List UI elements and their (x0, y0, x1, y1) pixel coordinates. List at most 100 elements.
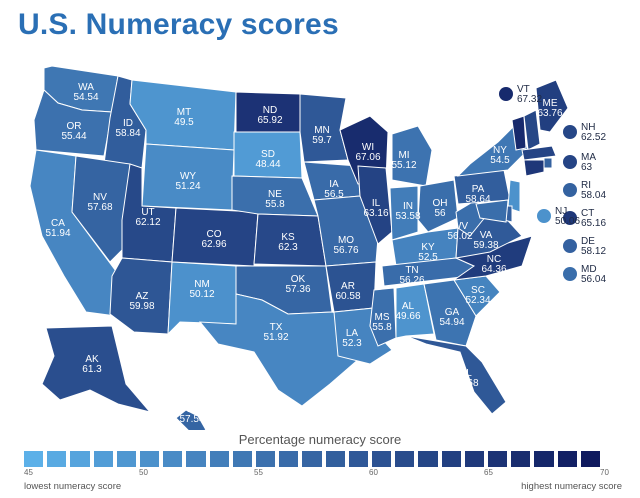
state-value-il: 63.16 (363, 208, 388, 219)
state-label-ak: AK (85, 354, 99, 365)
state-value-wv: 56.02 (447, 231, 472, 242)
legend-swatch (163, 451, 183, 467)
state-value-or: 55.44 (61, 131, 86, 142)
state-value-ut: 62.12 (135, 217, 160, 228)
legend-swatch (302, 451, 322, 467)
state-value-de: 58.12 (581, 246, 606, 257)
legend-swatch (116, 451, 137, 467)
state-label-co: CO (207, 229, 222, 240)
state-ms (369, 287, 397, 347)
state-label-hi: HI (187, 404, 197, 415)
state-value-wy: 51.24 (175, 181, 200, 192)
state-label-ia: IA (329, 179, 339, 190)
state-nh (523, 109, 541, 151)
state-label-tx: TX (270, 322, 283, 333)
state-label-mi: MI (398, 150, 409, 161)
legend-swatch (488, 451, 508, 467)
legend-swatch (93, 451, 113, 467)
state-value-ak: 61.3 (82, 364, 102, 375)
legend-tick-label: 70 (600, 468, 609, 477)
legend-swatch (464, 451, 485, 467)
state-value-ky: 52.5 (418, 252, 438, 263)
state-value-tx: 51.92 (263, 332, 288, 343)
state-label-il: IL (372, 198, 381, 209)
state-value-ri: 58.04 (581, 190, 606, 201)
state-label-ma: MA (581, 152, 596, 163)
state-label-nh: NH (581, 122, 595, 133)
legend-swatch (441, 451, 461, 467)
state-value-ks: 62.3 (278, 242, 298, 253)
state-marker-nh (563, 125, 577, 139)
state-value-mi: 55.12 (391, 160, 416, 171)
legend-swatch (24, 451, 44, 467)
state-value-sd: 48.44 (255, 159, 280, 170)
legend-swatch (279, 451, 299, 467)
state-al (395, 283, 435, 339)
legend-swatch (395, 451, 415, 467)
state-marker-nj (537, 209, 551, 223)
legend-tick-label: 55 (254, 468, 263, 477)
state-value-oh: 56 (434, 208, 446, 219)
state-ct (523, 159, 545, 177)
state-value-ms: 55.8 (372, 322, 392, 333)
state-label-sc: SC (471, 285, 485, 296)
state-marker-ma (563, 155, 577, 169)
legend-swatch (580, 451, 601, 467)
state-ri (543, 157, 553, 169)
state-value-ar: 60.58 (335, 291, 360, 302)
state-label-pa: PA (472, 184, 485, 195)
state-label-wi: WI (362, 142, 374, 153)
state-value-ca: 51.94 (45, 228, 70, 239)
state-oh (417, 179, 459, 233)
state-value-vt: 67.32 (517, 94, 542, 105)
state-label-ri: RI (581, 180, 591, 191)
legend-swatch (70, 451, 90, 467)
state-ak (41, 325, 152, 413)
state-me (535, 79, 569, 133)
state-label-ks: KS (281, 232, 295, 243)
state-value-md: 56.04 (581, 274, 606, 285)
state-value-fl: 59.68 (453, 378, 478, 389)
state-label-la: LA (346, 328, 359, 339)
legend-swatch (511, 451, 531, 467)
state-value-ma: 63 (581, 162, 593, 173)
state-value-az: 59.98 (129, 301, 154, 312)
state-marker-ri (563, 183, 577, 197)
state-vt (511, 115, 527, 151)
state-value-ct: 65.16 (581, 218, 606, 229)
state-value-nh: 62.52 (581, 132, 606, 143)
state-value-id: 58.84 (115, 128, 140, 139)
state-label-mn: MN (314, 125, 330, 136)
state-label-mo: MO (338, 235, 354, 246)
legend-swatch (209, 451, 229, 467)
state-label-az: AZ (136, 291, 149, 302)
state-label-wy: WY (180, 171, 196, 182)
state-value-nv: 57.68 (87, 202, 112, 213)
state-value-wi: 67.06 (355, 152, 380, 163)
state-label-nj: NJ (555, 206, 567, 217)
state-label-vt: VT (517, 84, 530, 95)
state-label-in: IN (403, 201, 413, 212)
state-label-ny: NY (493, 145, 507, 156)
state-value-ga: 54.94 (439, 317, 464, 328)
legend-tick-label: 65 (484, 468, 493, 477)
state-value-pa: 58.64 (465, 194, 490, 205)
state-value-nc: 64.36 (481, 264, 506, 275)
state-label-ga: GA (445, 307, 460, 318)
state-value-la: 52.3 (342, 338, 362, 349)
state-value-in: 53.58 (395, 211, 420, 222)
state-value-ny: 54.5 (490, 155, 510, 166)
state-label-wv: WV (452, 221, 468, 232)
state-md (475, 199, 509, 223)
state-value-ne: 55.8 (265, 199, 285, 210)
state-label-de: DE (581, 236, 595, 247)
state-value-nm: 50.12 (189, 289, 214, 300)
state-value-co: 62.96 (201, 239, 226, 250)
state-label-ne: NE (268, 189, 282, 200)
state-value-me: 63.76 (537, 108, 562, 119)
legend-swatch (232, 451, 253, 467)
state-marker-de (563, 239, 577, 253)
state-tx (198, 293, 361, 407)
state-nj (507, 179, 521, 213)
legend-title: Percentage numeracy score (238, 432, 402, 447)
